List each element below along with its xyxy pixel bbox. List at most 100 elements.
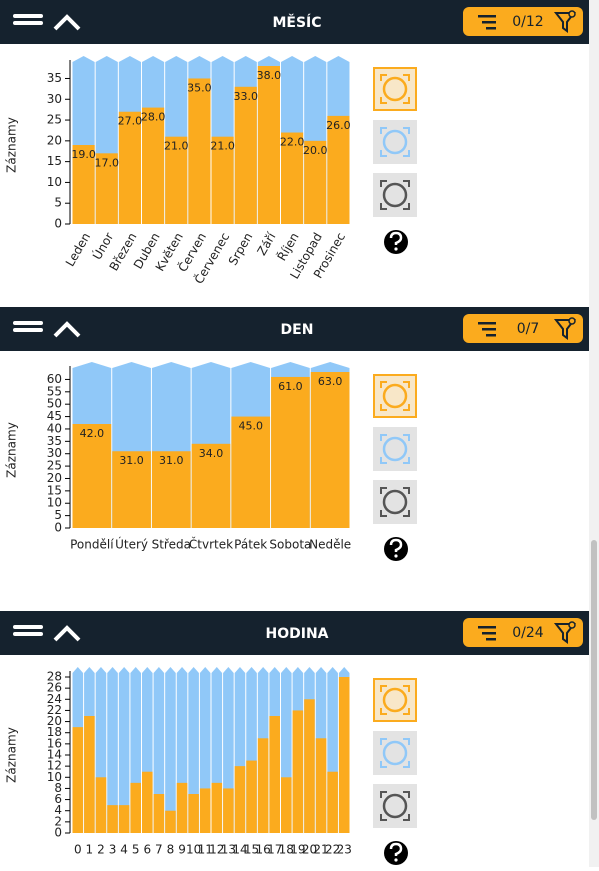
filter-icon-line xyxy=(482,632,496,635)
view-icon xyxy=(382,793,408,819)
menu-button[interactable] xyxy=(13,14,43,25)
filter-count: 0/24 xyxy=(512,625,544,641)
filter-icon-line xyxy=(478,15,496,18)
view-button[interactable] xyxy=(373,67,417,111)
y-tick-label: 0 xyxy=(54,826,62,840)
filter-button[interactable]: 0/12 xyxy=(463,7,583,36)
filter-button[interactable]: 0/7 xyxy=(463,314,583,343)
view-button[interactable] xyxy=(373,480,417,524)
x-tick-label: 10 xyxy=(186,843,201,857)
y-tick-label: 24 xyxy=(47,692,62,706)
x-tick-label: 21 xyxy=(313,843,328,857)
view-button[interactable] xyxy=(373,173,417,217)
panel-title: DEN xyxy=(281,322,314,338)
bar xyxy=(327,115,350,224)
bar xyxy=(142,107,165,224)
value-label: 21.0 xyxy=(164,140,189,153)
x-tick-label: Pátek xyxy=(234,538,267,552)
bar xyxy=(191,443,231,528)
bar xyxy=(151,451,191,528)
bar xyxy=(271,376,310,528)
value-label: 28.0 xyxy=(141,111,166,124)
bar xyxy=(211,782,223,833)
y-tick-label: 15 xyxy=(47,154,62,168)
view-icon xyxy=(382,182,408,208)
bar xyxy=(95,777,107,833)
menu-line xyxy=(13,321,43,325)
bar xyxy=(257,738,269,833)
x-tick-label: Leden xyxy=(63,230,93,269)
funnel-dot xyxy=(568,621,576,629)
panel-title: MĚSÍC xyxy=(272,14,321,31)
view-icon xyxy=(382,687,408,713)
menu-button[interactable] xyxy=(13,625,43,636)
bar xyxy=(304,699,315,833)
value-label: 20.0 xyxy=(303,144,328,157)
view-icon-corners xyxy=(380,434,410,464)
bar-background xyxy=(107,667,118,833)
x-tick-label: 5 xyxy=(132,843,140,857)
bar xyxy=(310,372,350,528)
bar xyxy=(130,782,141,833)
menu-line xyxy=(13,14,43,18)
filter-count: 0/7 xyxy=(517,321,540,337)
y-tick-label: 55 xyxy=(47,384,62,398)
bar xyxy=(153,794,165,833)
view-icon xyxy=(382,129,408,155)
x-tick-label: 20 xyxy=(302,843,317,857)
value-label: 63.0 xyxy=(318,375,343,388)
y-tick-label: 0 xyxy=(54,521,62,535)
view-button[interactable] xyxy=(373,374,417,418)
collapse-button[interactable] xyxy=(53,625,81,642)
bar-background xyxy=(118,667,130,833)
help-button[interactable] xyxy=(384,230,408,254)
y-tick-label: 20 xyxy=(47,471,62,485)
collapse-button[interactable] xyxy=(53,14,81,31)
x-tick-label: 23 xyxy=(337,843,352,857)
view-icon-corners xyxy=(380,791,410,821)
x-tick-label: 17 xyxy=(267,843,282,857)
view-button[interactable] xyxy=(373,784,417,828)
x-tick-label: Srpen xyxy=(226,230,256,267)
value-label: 17.0 xyxy=(95,156,120,169)
menu-button[interactable] xyxy=(13,321,43,332)
bar xyxy=(72,424,112,528)
panel-title: HODINA xyxy=(266,626,329,642)
y-tick-label: 10 xyxy=(47,496,62,510)
y-tick-label: 15 xyxy=(47,483,62,497)
bar xyxy=(188,794,199,833)
y-tick-label: 10 xyxy=(47,770,62,784)
value-label: 21.0 xyxy=(210,140,235,153)
y-tick-label: 14 xyxy=(47,748,62,762)
filter-button[interactable]: 0/24 xyxy=(463,618,583,647)
view-button[interactable] xyxy=(373,678,417,722)
value-label: 35.0 xyxy=(187,81,212,94)
x-tick-label: 15 xyxy=(244,843,259,857)
y-tick-label: 18 xyxy=(47,725,62,739)
x-tick-label: 1 xyxy=(86,843,94,857)
view-icon-corners xyxy=(380,738,410,768)
help-button[interactable] xyxy=(384,537,408,561)
collapse-button[interactable] xyxy=(53,321,81,338)
bar-background xyxy=(153,667,165,833)
bar xyxy=(84,716,95,833)
help-dot xyxy=(394,554,398,558)
y-tick-label: 20 xyxy=(47,714,62,728)
x-tick-label: 14 xyxy=(232,843,247,857)
filter-icon-line xyxy=(478,322,496,325)
view-button[interactable] xyxy=(373,120,417,164)
help-button[interactable] xyxy=(384,841,408,865)
value-label: 61.0 xyxy=(278,380,303,393)
y-tick-label: 30 xyxy=(47,446,62,460)
x-tick-label: 16 xyxy=(255,843,270,857)
scroll-thumb[interactable] xyxy=(591,540,597,820)
view-button[interactable] xyxy=(373,427,417,471)
bar xyxy=(281,132,304,224)
x-tick-label: 18 xyxy=(279,843,294,857)
x-tick-label: 19 xyxy=(290,843,305,857)
bar xyxy=(315,738,327,833)
y-tick-label: 12 xyxy=(47,759,62,773)
view-button[interactable] xyxy=(373,731,417,775)
y-tick-label: 35 xyxy=(47,434,62,448)
bar xyxy=(257,66,280,224)
